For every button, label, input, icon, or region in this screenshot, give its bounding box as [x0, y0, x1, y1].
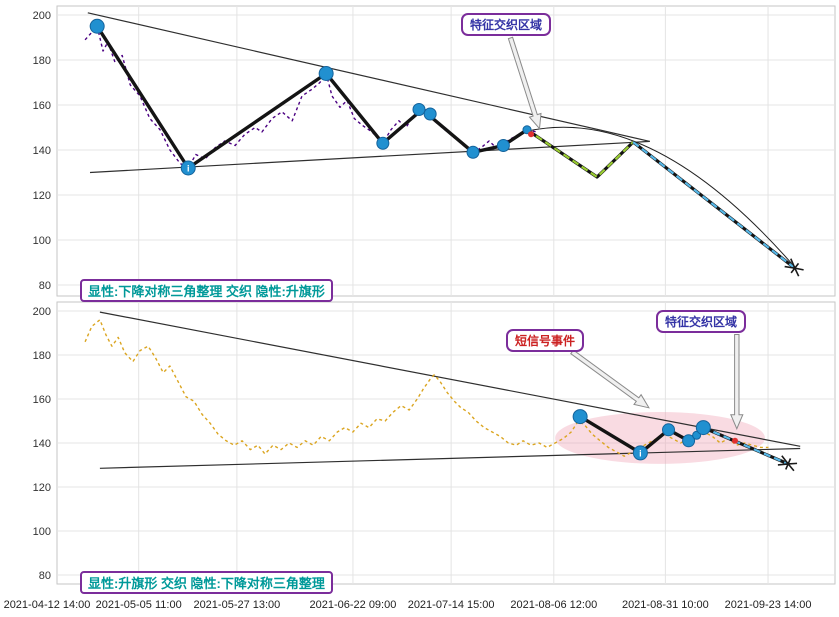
- pivot-marker: [466, 145, 480, 159]
- series-end-marker: [790, 258, 796, 269]
- x-tick-label: 2021-04-12 14:00: [3, 599, 91, 611]
- pivot-marker: [318, 66, 334, 81]
- series-end-marker: [794, 267, 800, 277]
- y-tick-label: 100: [33, 235, 51, 247]
- pivot-marker: [695, 420, 711, 436]
- signal-marker: [528, 131, 535, 138]
- series-end-marker: [788, 462, 798, 465]
- pivot-marker-label: i: [639, 448, 642, 458]
- series-end-marker: [794, 267, 804, 271]
- y-tick-label: 140: [33, 438, 51, 450]
- y-tick-label: 80: [39, 280, 51, 292]
- annotation-arrow: [570, 349, 650, 409]
- y-tick-label: 80: [39, 570, 51, 582]
- forecast-line: [632, 141, 796, 269]
- y-tick-label: 160: [33, 100, 51, 112]
- signal-marker: [732, 437, 739, 444]
- pivot-marker: [423, 107, 437, 121]
- pivot-marker: [632, 445, 648, 461]
- lower-flag-line: [99, 447, 801, 469]
- x-axis: 2021-04-12 14:00 2021-05-05 11:00 2021-05-…: [0, 598, 839, 616]
- pattern-summary-top: 显性:下降对称三角整理 交织 隐性:升旗形: [80, 279, 333, 302]
- series-end-marker: [784, 265, 795, 269]
- annotation-feature-zone-top: 特征交织区域: [461, 13, 552, 36]
- pivot-marker: [682, 434, 696, 448]
- x-tick-label: 2021-06-22 09:00: [309, 599, 397, 611]
- y-tick-label: 100: [33, 526, 51, 538]
- y-tick-label: 180: [33, 350, 51, 362]
- x-tick-label: 2021-08-06 12:00: [510, 599, 598, 611]
- y-tick-label: 140: [33, 145, 51, 157]
- price-line: [84, 319, 769, 457]
- y-tick-label: 120: [33, 190, 51, 202]
- x-tick-label: 2021-09-23 14:00: [724, 599, 812, 611]
- plot-area: [56, 5, 836, 297]
- annotation-arrow: [507, 36, 542, 130]
- x-tick-label: 2021-05-05 11:00: [95, 599, 182, 611]
- annotation-feature-zone-bottom: 特征交织区域: [656, 310, 747, 333]
- series-end-marker: [777, 463, 789, 466]
- y-tick-label: 160: [33, 394, 51, 406]
- y-tick-label: 180: [33, 55, 51, 67]
- forecast-line: [702, 426, 789, 465]
- series-end-marker: [781, 455, 789, 465]
- projection-arc: [528, 126, 793, 264]
- x-tick-label: 2021-07-14 15:00: [407, 599, 495, 611]
- pivot-marker: [572, 409, 588, 425]
- upper-flag-line: [99, 311, 801, 447]
- x-tick-label: 2021-05-27 13:00: [193, 599, 281, 611]
- hidden-flag-projection: [526, 128, 634, 179]
- y-tick-label: 200: [33, 306, 51, 318]
- y-tick-label: 200: [33, 10, 51, 22]
- pivot-marker: [522, 125, 532, 135]
- y-tick-label: 120: [33, 482, 51, 494]
- pivot-marker: [376, 136, 390, 150]
- pivot-marker: [496, 139, 510, 152]
- pivot-marker: [180, 160, 196, 176]
- annotation-arrow: [730, 334, 744, 430]
- pivot-marker-label: i: [187, 164, 190, 174]
- x-tick-label: 2021-08-31 10:00: [621, 599, 709, 611]
- series-end-marker: [787, 463, 795, 472]
- pattern-summary-bottom: 显性:升旗形 交织 隐性:下降对称三角整理: [80, 571, 333, 594]
- pivot-marker: [412, 103, 426, 116]
- pivot-marker: [662, 423, 676, 437]
- upper-triangle-line: [87, 12, 650, 142]
- pivot-marker: [89, 18, 105, 34]
- annotation-short-signal: 短信号事件: [506, 329, 585, 352]
